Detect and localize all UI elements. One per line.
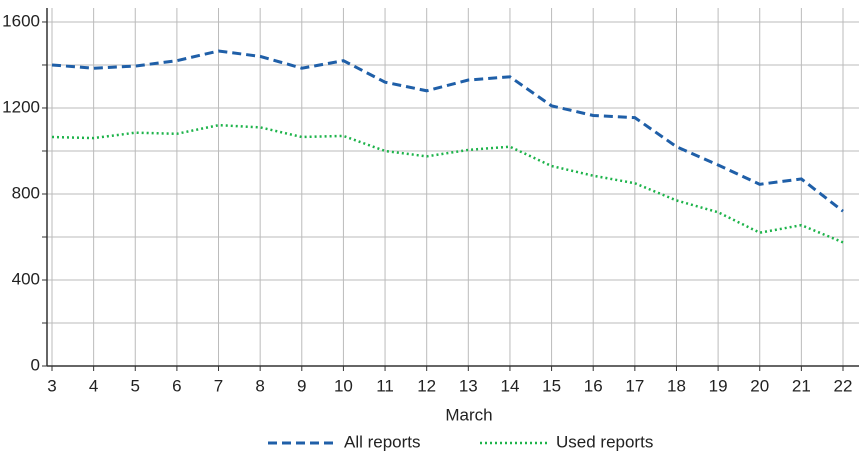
x-tick-label: 21	[792, 376, 811, 395]
x-tick-label: 19	[709, 376, 728, 395]
y-tick-label: 400	[12, 269, 40, 288]
x-tick-label: 22	[834, 376, 853, 395]
x-tick-label: 5	[131, 376, 140, 395]
x-tick-label: 16	[584, 376, 603, 395]
y-tick-label: 1200	[2, 97, 40, 116]
x-axis-label: March	[445, 405, 492, 424]
x-tick-label: 20	[750, 376, 769, 395]
line-series	[51, 123, 844, 244]
x-tick-label: 14	[500, 376, 519, 395]
line-series	[51, 49, 844, 213]
x-tick-label: 6	[172, 376, 181, 395]
x-tick-label: 9	[297, 376, 306, 395]
x-tick-label: 11	[376, 376, 394, 395]
legend-label: All reports	[344, 432, 421, 451]
x-tick-label: 4	[89, 376, 98, 395]
x-tick-label: 18	[667, 376, 686, 395]
y-tick-label: 0	[31, 355, 40, 374]
x-tick-label: 3	[47, 376, 56, 395]
x-tick-label: 10	[334, 376, 353, 395]
y-tick-label: 800	[12, 183, 40, 202]
x-tick-label: 15	[542, 376, 561, 395]
x-tick-label: 13	[459, 376, 478, 395]
x-tick-label: 12	[417, 376, 436, 395]
x-tick-label: 17	[625, 376, 644, 395]
y-tick-label: 1600	[2, 11, 40, 30]
legend-label: Used reports	[556, 432, 653, 451]
x-tick-label: 8	[255, 376, 264, 395]
x-tick-label: 7	[214, 376, 223, 395]
